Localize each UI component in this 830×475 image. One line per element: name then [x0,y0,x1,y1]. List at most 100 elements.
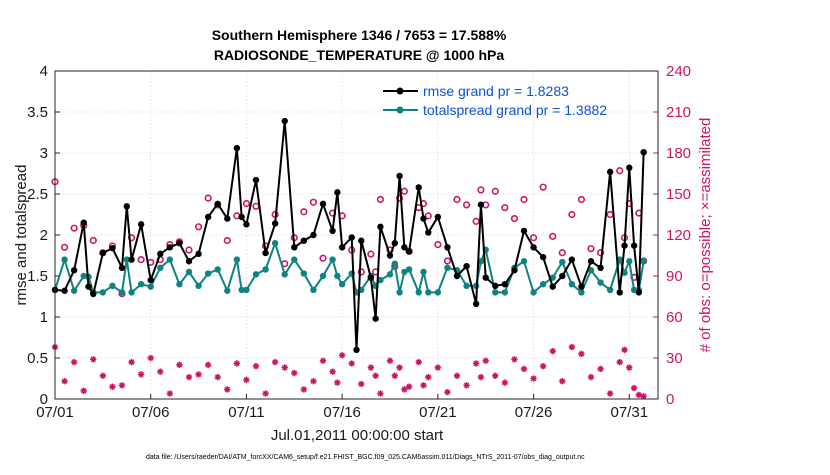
rmse-point [128,256,135,263]
obs-assimilated-point [391,372,398,379]
obs-possible-point [367,250,375,258]
obs-assimilated-point [147,354,154,362]
asterisk-stroke [157,368,164,375]
y-right-tick-label: 150 [666,186,691,203]
obs-assimilated-point [70,358,78,366]
totalspread-point [568,281,576,288]
obs-possible-point [89,236,97,245]
x-tick-label: 07/01 [36,404,74,421]
obs-possible-point [443,257,452,265]
asterisk-stroke [119,382,125,389]
asterisk-stroke [90,356,97,363]
obs-assimilated-point [568,343,576,351]
rmse-point [463,262,470,270]
obs-possible-point [568,210,576,219]
asterisk-stroke [621,347,628,353]
totalspread-point [185,268,193,276]
rmse-point [70,267,78,274]
totalspread-point [99,289,107,296]
asterisk-stroke [100,372,106,379]
asterisk-stroke [540,363,546,369]
obs-assimilated-point [606,390,614,397]
rmse-series [51,117,647,353]
rmse-point [61,287,68,294]
y-tick-label: 0 [40,391,48,408]
asterisk-stroke [339,352,345,359]
asterisk-stroke [401,386,408,393]
rmse-point [640,148,647,156]
rmse-point [233,144,241,152]
rmse-point [530,244,537,251]
obs-assimilated-point [520,365,528,373]
obs-assimilated-point [338,352,346,359]
totalspread-point [243,286,250,294]
obs-assimilated-series [51,343,647,400]
obs-assimilated-point [444,388,451,396]
totalspread-point [224,287,231,294]
obs-assimilated-point [90,356,97,363]
totalspread-point [80,272,87,280]
rmse-point [300,237,308,244]
rmse-point [214,200,221,208]
rmse-point [453,272,461,280]
rmse-point [626,164,633,171]
rmse-point [291,244,298,251]
rmse-point [195,250,202,258]
totalspread-point [578,289,585,296]
rmse-point [401,244,408,251]
asterisk-stroke [368,364,374,371]
obs-assimilated-point [262,390,269,397]
asterisk-stroke [511,356,518,363]
rmse-point [176,240,183,247]
obs-assimilated-point [492,372,499,379]
obs-assimilated-point [578,350,585,358]
obs-assimilated-point [530,375,537,382]
asterisk-stroke [478,374,484,380]
rmse-point [621,242,628,249]
asterisk-stroke [253,363,259,369]
x-axis-label: Jul.01,2011 00:00:00 start [271,427,444,444]
asterisk-stroke [291,370,298,376]
obs-assimilated-point [463,382,470,389]
rmse-point [80,219,87,226]
rmse-point [123,203,130,210]
obs-assimilated-point [630,384,638,392]
obs-assimilated-point [291,369,298,377]
asterisk-stroke [559,378,566,385]
totalspread-point [233,256,241,263]
obs-possible-point [616,167,624,175]
rmse-point [616,289,623,296]
asterisk-stroke [214,374,221,380]
rmse-point [434,213,442,221]
totalspread-point [271,240,279,247]
rmse-point [492,282,499,290]
y-tick-label: 2 [40,227,48,244]
totalspread-point [434,289,442,296]
totalspread-point [640,258,647,265]
rmse-point [568,256,576,263]
obs-possible-point [520,195,528,204]
asterisk-stroke [626,364,633,371]
rmse-point [606,168,614,176]
totalspread-point [291,256,298,263]
x-tick-label: 07/16 [323,404,361,421]
totalspread-point [281,271,288,278]
obs-assimilated-point [482,357,489,364]
totalspread-point [137,281,145,288]
plot-frame [54,70,659,400]
asterisk-stroke [636,392,642,398]
rmse-point [635,289,643,296]
obs-assimilated-point [348,360,355,367]
obs-assimilated-point [425,373,432,381]
rmse-point [99,249,107,257]
obs-assimilated-point [640,393,647,400]
asterisk-stroke [569,344,575,350]
totalspread-point [420,268,427,276]
asterisk-stroke [420,382,427,389]
asterisk-stroke [234,360,240,367]
asterisk-stroke [607,390,613,397]
obs-assimilated-point [166,390,174,397]
totalspread-point [621,269,628,276]
rmse-point [630,242,638,249]
obs-possible-point [453,195,461,204]
